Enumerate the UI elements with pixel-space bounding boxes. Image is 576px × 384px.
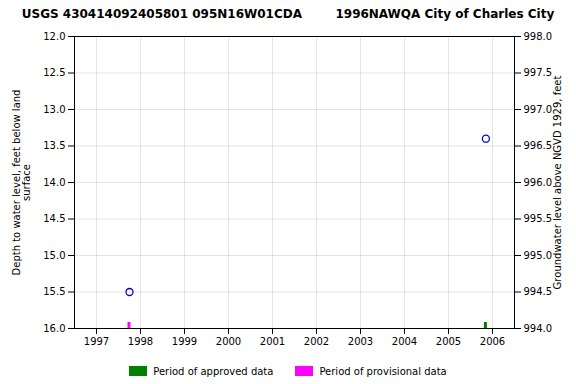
svg-text:2006: 2006 [480,336,505,347]
svg-text:15.0: 15.0 [43,250,65,261]
svg-text:14.5: 14.5 [43,213,65,224]
svg-text:2004: 2004 [392,336,417,347]
svg-text:12.5: 12.5 [43,67,65,78]
html-text:Period of approved data: Period of approved data [153,365,274,377]
svg-text:2002: 2002 [304,336,329,347]
svg-text:994.5: 994.5 [524,286,553,297]
svg-text:13.0: 13.0 [43,104,65,115]
html-text:USGS 430414092405801 095N16W01: USGS 430414092405801 095N16W01CDA 1996NA… [21,7,555,21]
svg-text:Depth to water level, feet bel: Depth to water level, feet below landsur… [11,90,32,276]
svg-text:2003: 2003 [348,336,373,347]
svg-text:1997: 1997 [84,336,109,347]
svg-text:15.5: 15.5 [43,286,65,297]
svg-text:1998: 1998 [128,336,153,347]
svg-text:14.0: 14.0 [43,177,65,188]
svg-text:16.0: 16.0 [43,323,65,334]
svg-text:13.5: 13.5 [43,140,65,151]
svg-text:12.0: 12.0 [43,31,65,42]
svg-text:Groundwater level above NGVD 1: Groundwater level above NGVD 1929, feet [552,76,563,290]
svg-text:994.0: 994.0 [524,323,553,334]
svg-text:996.0: 996.0 [524,177,553,188]
svg-text:1999: 1999 [172,336,197,347]
svg-text:998.0: 998.0 [524,31,553,42]
svg-text:996.5: 996.5 [524,140,553,151]
html-text:Period of provisional data: Period of provisional data [319,365,447,377]
svg-text:2005: 2005 [436,336,461,347]
svg-text:997.5: 997.5 [524,67,553,78]
svg-text:2000: 2000 [216,336,241,347]
svg-text:995.5: 995.5 [524,213,553,224]
svg-text:995.0: 995.0 [524,250,553,261]
svg-text:2001: 2001 [260,336,285,347]
svg-text:997.0: 997.0 [524,104,553,115]
